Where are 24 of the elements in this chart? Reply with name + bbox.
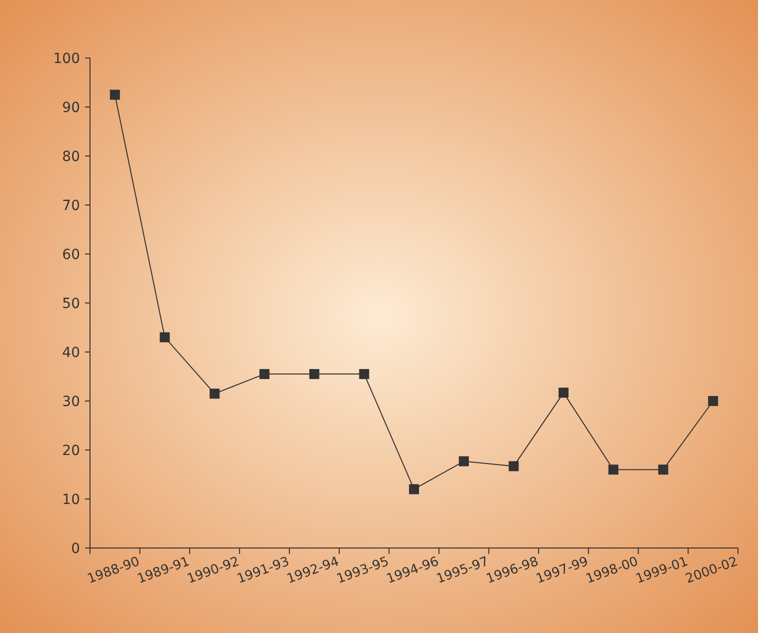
y-tick-label: 80 (62, 148, 80, 165)
point (458, 456, 469, 466)
point (708, 396, 718, 406)
point (658, 464, 668, 475)
y-tick-label: 40 (62, 344, 80, 361)
y-tick-label: 60 (62, 246, 80, 263)
point (309, 369, 320, 380)
point (160, 332, 170, 342)
point (110, 90, 120, 100)
point (608, 464, 618, 475)
y-tick-label: 10 (62, 492, 80, 508)
y-tick-label: 90 (62, 100, 80, 116)
y-tick-label: 50 (62, 296, 80, 312)
y-tick-label: 30 (62, 394, 80, 410)
point (210, 388, 220, 399)
point (558, 388, 569, 398)
y-tick-label: 70 (62, 198, 80, 214)
point (508, 461, 519, 472)
y-tick-label: 0 (71, 540, 80, 557)
y-tick-label: 20 (62, 442, 80, 459)
point (359, 369, 370, 380)
point (259, 369, 270, 380)
y-tick-label: 100 (53, 50, 80, 67)
point (409, 484, 419, 494)
